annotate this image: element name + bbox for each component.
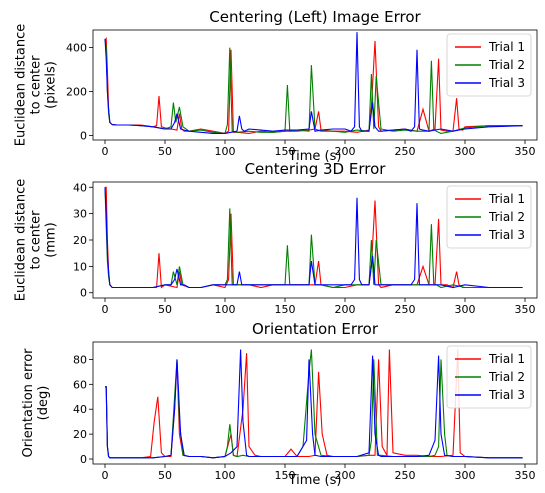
legend-box: [446, 345, 532, 409]
x-tick-label: 350: [515, 303, 536, 316]
y-axis-label-line: Orientation error: [21, 348, 36, 458]
x-tick-label: 50: [158, 469, 172, 482]
x-tick-label: 250: [395, 303, 416, 316]
legend-label: Trial 1: [488, 352, 525, 366]
y-tick-label: 40: [73, 181, 87, 194]
x-tick-label: 300: [455, 469, 476, 482]
legend-label: Trial 1: [488, 40, 525, 54]
y-axis-label-line: to center: [29, 55, 44, 115]
y-tick-label: 400: [66, 42, 87, 55]
y-axis-label-line: to center: [29, 210, 44, 270]
x-tick-label: 100: [215, 469, 236, 482]
x-axis-label: Time (s): [288, 149, 342, 164]
y-tick-label: 200: [66, 86, 87, 99]
chart-title: Centering 3D Error: [245, 160, 387, 178]
x-tick-label: 50: [158, 303, 172, 316]
y-axis-label-line: Euclidean distance: [14, 179, 29, 302]
legend-label: Trial 2: [488, 370, 525, 384]
legend-label: Trial 3: [488, 76, 525, 90]
chart-panel-3: Orientation Error 0 50 100 150 200 250 300 350 0 2…: [21, 320, 538, 488]
x-tick-label: 200: [335, 145, 356, 158]
series-line-trial-3: [104, 187, 523, 289]
y-axis-label-line: Euclidean distance: [14, 24, 29, 147]
plot-frame: [92, 29, 538, 141]
y-tick-label: 20: [73, 234, 87, 247]
chart-title: Orientation Error: [252, 320, 379, 338]
y-tick-label: 0: [80, 453, 87, 466]
x-tick-label: 250: [395, 469, 416, 482]
y-axis-label-line: (mm): [44, 222, 59, 257]
legend-label: Trial 2: [488, 210, 525, 224]
y-axis-label-line: (deg): [36, 386, 51, 421]
legend-box: [446, 33, 532, 97]
y-axis-label-line: (pixels): [44, 61, 59, 109]
legend-label: Trial 2: [488, 58, 525, 72]
x-tick-label: 200: [335, 469, 356, 482]
x-tick-label: 0: [102, 469, 109, 482]
x-tick-label: 150: [275, 145, 296, 158]
y-tick-label: 0: [80, 130, 87, 143]
series-line-trial-1: [105, 349, 523, 459]
x-tick-label: 200: [335, 303, 356, 316]
x-tick-label: 300: [455, 303, 476, 316]
x-tick-label: 50: [158, 145, 172, 158]
y-tick-label: 10: [73, 260, 87, 273]
x-axis-label: Time (s): [288, 473, 342, 488]
legend-box: [446, 185, 532, 249]
series-line-trial-3: [104, 32, 523, 134]
y-tick-label: 80: [73, 353, 87, 366]
x-tick-label: 350: [515, 469, 536, 482]
x-tick-label: 250: [395, 145, 416, 158]
plot-frame: [92, 341, 538, 465]
series-line-trial-3: [105, 349, 523, 459]
chart-title: Centering (Left) Image Error: [209, 8, 421, 26]
x-tick-label: 150: [275, 303, 296, 316]
y-tick-label: 40: [73, 403, 87, 416]
x-tick-label: 350: [515, 145, 536, 158]
x-tick-label: 100: [215, 145, 236, 158]
x-tick-label: 150: [275, 469, 296, 482]
legend-label: Trial 3: [488, 388, 525, 402]
chart-panel-1: Centering (Left) Image Error 0 50 100 150 200…: [14, 8, 538, 164]
y-tick-label: 60: [73, 378, 87, 391]
x-tick-label: 0: [102, 145, 109, 158]
y-tick-label: 30: [73, 208, 87, 221]
x-tick-label: 0: [102, 303, 109, 316]
y-tick-label: 0: [80, 287, 87, 300]
legend-label: Trial 1: [488, 192, 525, 206]
chart-panel-2: Centering 3D Error 0 50 100 150 200 250 300 350 0…: [14, 160, 538, 316]
legend-label: Trial 3: [488, 228, 525, 242]
x-tick-label: 100: [215, 303, 236, 316]
y-tick-label: 20: [73, 428, 87, 441]
x-tick-label: 300: [455, 145, 476, 158]
